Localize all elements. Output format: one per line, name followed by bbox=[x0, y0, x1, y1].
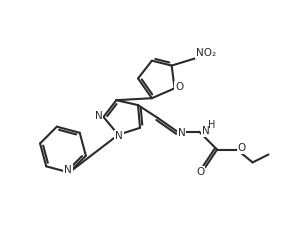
Text: N: N bbox=[178, 128, 185, 138]
Text: O: O bbox=[238, 143, 246, 153]
Text: N: N bbox=[115, 131, 123, 141]
Text: O: O bbox=[196, 167, 204, 177]
Text: NO₂: NO₂ bbox=[196, 48, 216, 58]
Text: O: O bbox=[176, 82, 184, 92]
Text: N: N bbox=[202, 126, 210, 136]
Text: H: H bbox=[208, 120, 216, 130]
Text: N: N bbox=[95, 111, 103, 121]
Text: N: N bbox=[64, 164, 72, 174]
